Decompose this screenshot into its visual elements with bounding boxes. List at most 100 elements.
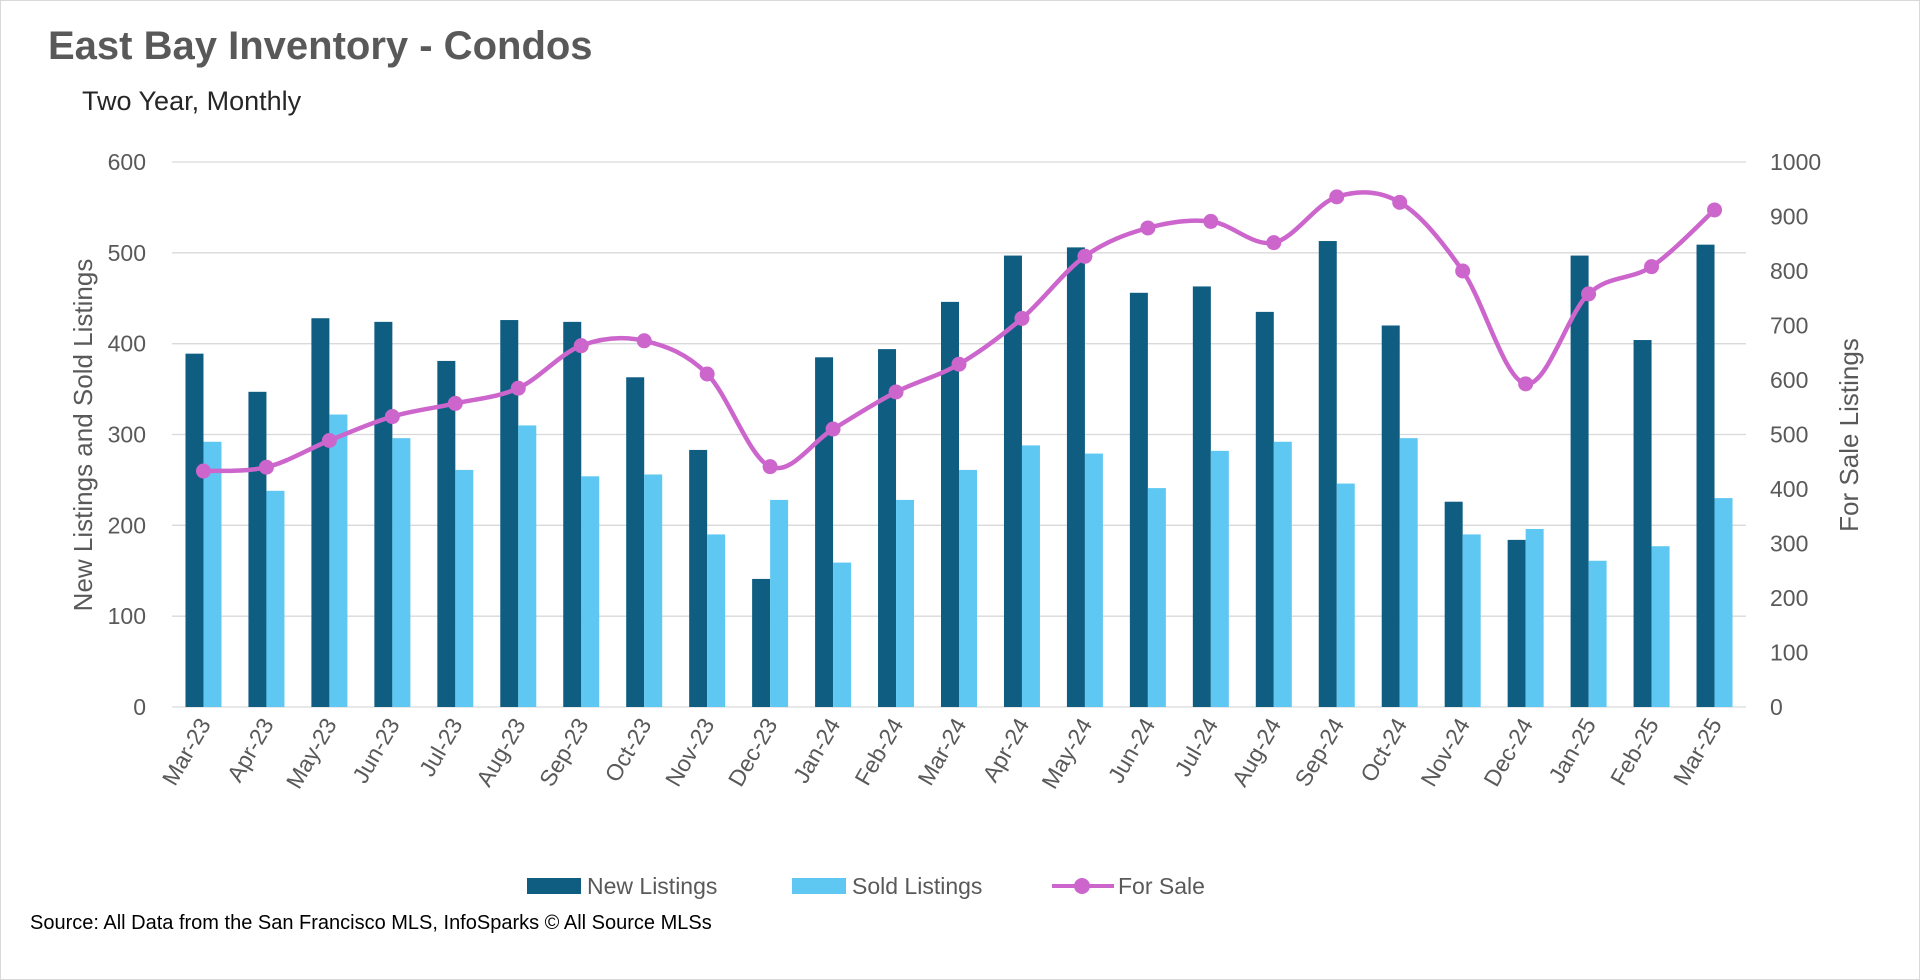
for-sale-point [1266,235,1282,251]
bar-sold-listings [959,469,977,707]
bar-new-listings [1066,247,1085,707]
bar-new-listings [500,320,519,707]
bar-sold-listings [896,499,915,707]
bar-new-listings [815,357,834,707]
left-tick-label: 200 [108,512,146,538]
right-tick-label: 500 [1770,422,1808,448]
for-sale-point [1203,213,1219,229]
bar-sold-listings [581,476,600,707]
left-tick-label: 500 [108,240,146,266]
x-tick-label: Oct-24 [1355,713,1412,786]
x-tick-label: Dec-24 [1478,713,1538,790]
x-tick-label: Jun-23 [347,714,405,788]
for-sale-point [195,463,211,479]
bar-new-listings [1003,255,1022,707]
for-sale-point [888,384,904,400]
x-tick-label: Jul-24 [1169,713,1223,780]
bar-new-listings [185,353,204,707]
bar-sold-listings [203,441,222,707]
right-tick-label: 900 [1770,204,1808,230]
for-sale-point [321,432,337,448]
left-tick-label: 0 [133,694,146,720]
right-tick-label: 100 [1770,640,1808,666]
for-sale-point [573,338,589,354]
for-sale-point [1455,263,1471,279]
bar-sold-listings [1336,483,1355,707]
bar-new-listings [1318,241,1337,707]
bar-new-listings [878,349,897,707]
right-axis-title: For Sale Listings [1834,338,1864,532]
chart-subtitle: Two Year, Monthly [82,86,302,116]
x-tick-label: Mar-24 [912,713,971,789]
right-tick-label: 800 [1770,258,1808,284]
bar-new-listings [374,321,393,707]
bar-sold-listings [707,534,726,707]
bar-sold-listings [1462,534,1481,707]
right-tick-label: 0 [1770,694,1783,720]
source-note: Source: All Data from the San Francisco … [30,912,712,934]
for-sale-point [1014,310,1030,326]
right-tick-label: 600 [1770,367,1808,393]
legend-swatch-for-sale [1052,878,1114,894]
bar-sold-listings [1147,488,1166,707]
right-tick-label: 700 [1770,313,1808,339]
bar-sold-listings [1525,528,1544,707]
for-sale-point [447,395,463,411]
x-tick-label: Jun-24 [1103,713,1161,787]
bar-new-listings [1381,325,1400,707]
bar-new-listings [563,321,582,707]
x-tick-label: May-23 [281,714,342,793]
bar-new-listings [1192,286,1211,707]
x-tick-label: Jan-25 [1543,714,1601,788]
for-sale-point [1581,286,1597,302]
x-tick-label: Apr-23 [222,714,279,787]
x-tick-label: Mar-23 [157,714,216,790]
bar-sold-listings [1210,450,1229,707]
bar-sold-listings [1714,498,1733,707]
bar-new-listings [941,301,959,707]
bar-sold-listings [1651,546,1670,707]
x-tick-label: Aug-24 [1227,713,1287,790]
bar-sold-listings [1273,441,1292,707]
bar-sold-listings [1588,560,1607,707]
bar-new-listings [437,360,456,707]
left-tick-label: 600 [108,149,146,175]
for-sale-point [762,459,778,475]
legend-swatch-new-listings [527,878,581,894]
x-tick-label: Mar-25 [1668,714,1727,790]
x-tick-label: Sep-24 [1289,713,1349,790]
bar-sold-listings [518,425,537,707]
bar-sold-listings [644,474,663,707]
bar-sold-listings [833,562,852,707]
legend-swatch-sold-listings [792,878,846,894]
bar-sold-listings [455,469,474,707]
bar-sold-listings [770,499,789,707]
x-tick-label: Apr-24 [977,713,1034,786]
bar-new-listings [1255,311,1274,707]
bar-sold-listings [1084,453,1103,707]
left-tick-label: 400 [108,331,146,357]
x-tick-label: Feb-24 [849,713,908,789]
for-sale-point [1518,376,1534,392]
legend-item-new-listings: New Listings [527,868,717,904]
right-tick-label: 300 [1770,531,1808,557]
right-axis-ticks: 0 100 200 300 400 500 600 700 800 900 1000 [1770,149,1821,720]
bar-new-listings [1507,539,1526,707]
for-sale-point [1707,202,1723,218]
legend-label-for-sale: For Sale [1118,872,1205,899]
x-tick-label: Oct-23 [599,714,656,787]
x-tick-label: Sep-23 [534,714,594,791]
bar-sold-listings [1399,438,1418,707]
legend-label-new-listings: New Listings [587,872,718,899]
bar-new-listings [1696,244,1715,708]
for-sale-point [1392,194,1408,210]
bar-new-listings [1633,340,1652,707]
legend-item-sold-listings: Sold Listings [792,868,982,904]
for-sale-point [825,421,841,437]
for-sale-point [1329,189,1345,205]
bar-sold-listings [266,490,285,707]
bar-new-listings [1129,292,1148,707]
legend: New Listings Sold Listings For Sale [0,868,1920,904]
x-tick-label: Feb-25 [1605,714,1664,790]
